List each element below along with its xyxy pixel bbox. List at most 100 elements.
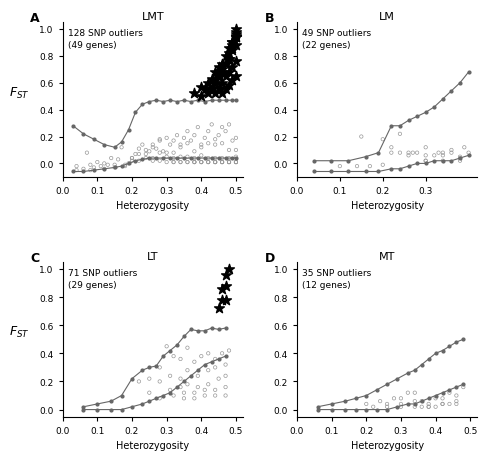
Point <box>211 159 219 166</box>
Point <box>146 375 153 382</box>
Point <box>439 395 446 402</box>
Point <box>138 156 146 164</box>
Point <box>422 152 429 160</box>
Point <box>314 406 321 413</box>
Point <box>184 367 191 374</box>
Point <box>198 84 205 91</box>
Point <box>388 150 395 157</box>
Point <box>198 152 205 160</box>
Point <box>369 403 377 411</box>
Point <box>390 395 398 402</box>
Point <box>222 155 229 163</box>
Point <box>194 383 201 391</box>
Point <box>232 42 240 50</box>
Point <box>138 367 146 374</box>
Point <box>211 155 219 163</box>
Point <box>204 80 212 87</box>
Point <box>342 398 349 405</box>
Point <box>114 156 122 164</box>
Point <box>222 61 229 69</box>
Point <box>228 155 236 163</box>
Point <box>80 166 87 173</box>
X-axis label: Heterozygosity: Heterozygosity <box>116 440 189 450</box>
Point <box>388 144 395 152</box>
Point <box>118 163 125 170</box>
Point <box>211 77 219 85</box>
Point <box>100 142 108 149</box>
Point <box>342 406 349 413</box>
Point <box>198 142 205 149</box>
Point <box>425 356 432 363</box>
Point <box>80 131 87 138</box>
Point <box>173 132 181 139</box>
Point <box>366 163 374 170</box>
Point <box>232 159 240 166</box>
Point <box>194 97 201 105</box>
Point <box>211 159 219 166</box>
Point <box>190 155 198 163</box>
Point <box>69 169 77 176</box>
Point <box>396 150 404 157</box>
Point <box>111 144 119 152</box>
Point <box>170 150 177 157</box>
Point <box>149 144 157 152</box>
Point <box>201 392 209 400</box>
Point <box>218 296 226 304</box>
Point <box>383 381 391 388</box>
Point <box>445 400 453 408</box>
Point <box>201 361 209 369</box>
Point <box>225 159 233 166</box>
Point <box>156 395 163 402</box>
Point <box>152 395 160 402</box>
Point <box>146 398 153 405</box>
Point <box>83 150 91 157</box>
Point <box>211 91 219 98</box>
Point <box>138 142 146 149</box>
Point <box>170 159 177 166</box>
Point <box>225 69 233 76</box>
Point <box>439 347 446 355</box>
Point <box>362 406 370 413</box>
Point <box>225 50 233 58</box>
Point <box>222 128 229 136</box>
Point <box>156 378 163 385</box>
Point <box>439 400 446 408</box>
Point <box>397 400 405 408</box>
Point <box>180 333 188 340</box>
Point <box>225 45 233 52</box>
Point <box>328 400 335 408</box>
Point <box>383 403 391 411</box>
Point <box>201 135 209 142</box>
Point <box>425 400 432 408</box>
Text: 128 SNP outliers
(49 genes): 128 SNP outliers (49 genes) <box>68 29 143 50</box>
Point <box>190 395 198 402</box>
Point <box>211 142 219 149</box>
Point <box>211 159 219 166</box>
Point <box>180 395 188 402</box>
Point <box>152 155 160 163</box>
Point <box>439 400 446 408</box>
Y-axis label: $F_{ST}$: $F_{ST}$ <box>10 85 30 100</box>
Point <box>176 383 184 391</box>
Point <box>100 166 108 173</box>
Point <box>118 392 125 400</box>
Point <box>156 158 163 165</box>
Point <box>327 169 335 176</box>
Point <box>142 147 150 154</box>
Point <box>201 386 209 394</box>
Point <box>194 327 201 335</box>
X-axis label: Heterozygosity: Heterozygosity <box>116 201 189 211</box>
Point <box>128 155 136 163</box>
Point <box>156 136 163 144</box>
Point <box>218 159 226 166</box>
Point <box>190 358 198 366</box>
Point <box>211 386 219 394</box>
Text: D: D <box>265 251 275 264</box>
Point <box>184 159 191 166</box>
Point <box>204 159 212 166</box>
Point <box>218 61 226 69</box>
Point <box>218 140 226 148</box>
Point <box>232 33 240 40</box>
Point <box>218 285 226 293</box>
Point <box>383 400 391 408</box>
